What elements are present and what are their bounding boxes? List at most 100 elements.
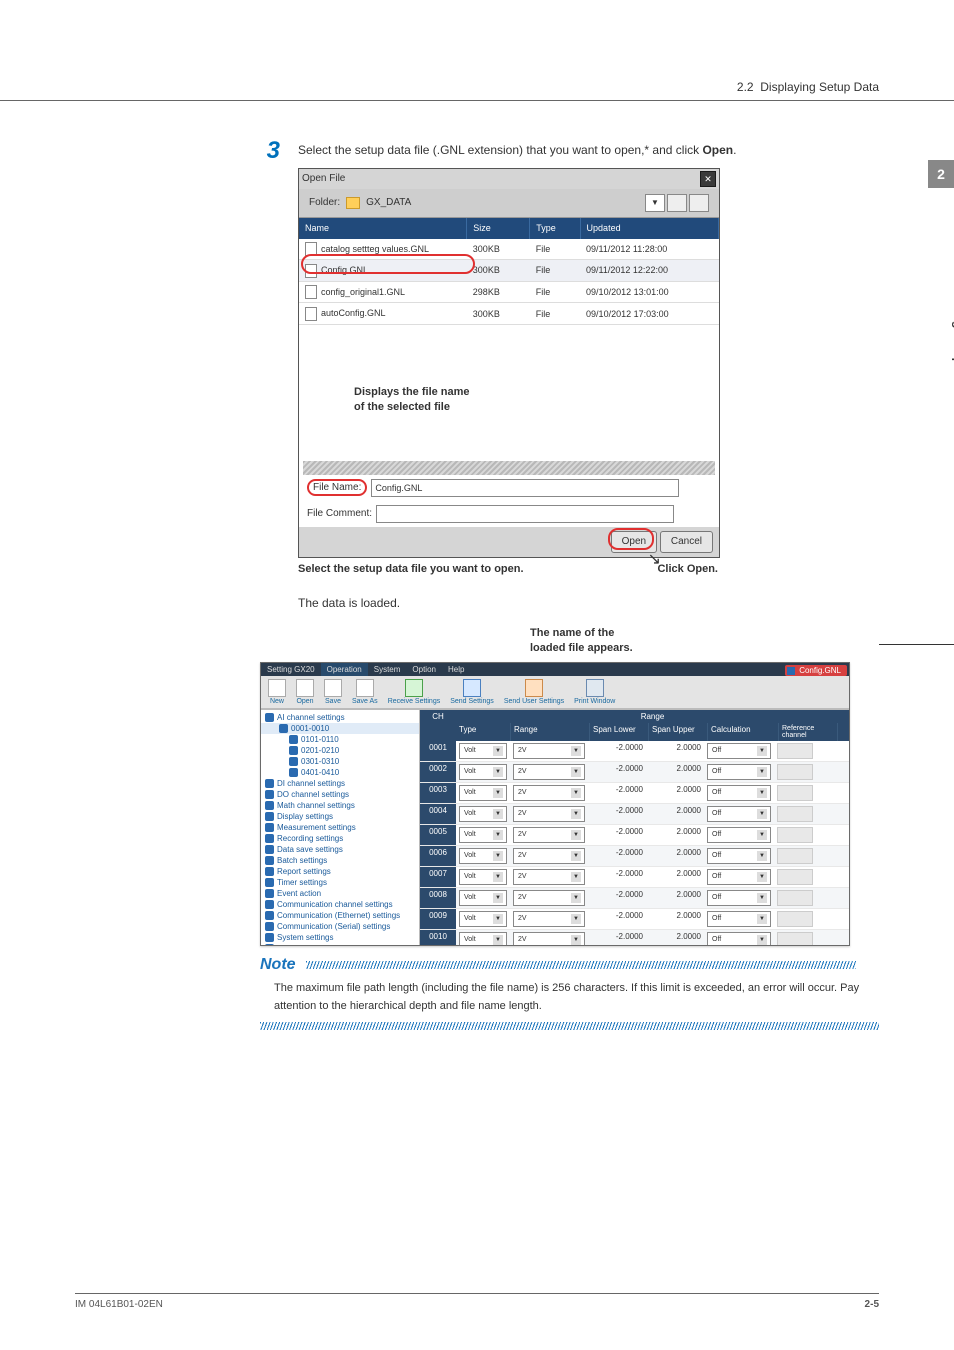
combo-box[interactable]: Volt▼ — [459, 869, 507, 885]
cell-type[interactable]: Volt▼ — [456, 741, 510, 761]
chevron-down-icon[interactable]: ▼ — [757, 893, 767, 903]
tree-node[interactable]: Timer settings — [261, 877, 419, 888]
cell-span-upper[interactable]: 2.0000 — [646, 888, 704, 908]
grid-row[interactable]: 0001Volt▼2V▼-2.00002.0000Off▼ — [420, 741, 849, 762]
tree-node[interactable]: DO channel settings — [261, 789, 419, 800]
chevron-down-icon[interactable]: ▼ — [571, 851, 581, 861]
tree-node[interactable]: Security settings — [261, 943, 419, 945]
chevron-down-icon[interactable]: ▼ — [493, 893, 503, 903]
tree-node[interactable]: 0001-0010 — [261, 723, 419, 734]
combo-box[interactable]: Volt▼ — [459, 890, 507, 906]
grid-row[interactable]: 0002Volt▼2V▼-2.00002.0000Off▼ — [420, 762, 849, 783]
col-updated[interactable]: Updated — [580, 218, 718, 238]
cell-span-upper[interactable]: 2.0000 — [646, 867, 704, 887]
settings-tree[interactable]: AI channel settings0001-00100101-0110020… — [261, 710, 420, 945]
chevron-down-icon[interactable]: ▼ — [757, 809, 767, 819]
grid-row[interactable]: 0009Volt▼2V▼-2.00002.0000Off▼ — [420, 909, 849, 930]
chevron-down-icon[interactable]: ▼ — [757, 788, 767, 798]
chevron-down-icon[interactable]: ▼ — [493, 830, 503, 840]
tree-node[interactable]: AI channel settings — [261, 712, 419, 723]
toolbar-item[interactable]: Open — [291, 679, 319, 705]
tree-node[interactable]: Recording settings — [261, 833, 419, 844]
chevron-down-icon[interactable]: ▼ — [493, 788, 503, 798]
cell-calc[interactable]: Off▼ — [704, 804, 774, 824]
col-name[interactable]: Name — [299, 218, 467, 238]
chevron-down-icon[interactable]: ▼ — [571, 809, 581, 819]
nav-new-folder-icon[interactable] — [689, 194, 709, 212]
cell-ref[interactable] — [774, 783, 832, 803]
file-row[interactable]: Config.GNL300KBFile09/11/2012 12:22:00 — [299, 260, 719, 282]
chevron-down-icon[interactable]: ▼ — [493, 809, 503, 819]
tree-node[interactable]: Communication (Ethernet) settings — [261, 910, 419, 921]
grid-row[interactable]: 0007Volt▼2V▼-2.00002.0000Off▼ — [420, 867, 849, 888]
cell-span-upper[interactable]: 2.0000 — [646, 762, 704, 782]
cell-type[interactable]: Volt▼ — [456, 846, 510, 866]
cell-calc[interactable]: Off▼ — [704, 867, 774, 887]
combo-box[interactable]: Volt▼ — [459, 785, 507, 801]
toolbar-item[interactable]: Print Window — [569, 679, 620, 705]
cell-calc[interactable]: Off▼ — [704, 888, 774, 908]
chevron-down-icon[interactable]: ▼ — [757, 935, 767, 945]
combo-box[interactable]: Off▼ — [707, 890, 771, 906]
cell-span-upper[interactable]: 2.0000 — [646, 846, 704, 866]
combo-box[interactable]: Off▼ — [707, 764, 771, 780]
chevron-down-icon[interactable]: ▼ — [757, 746, 767, 756]
cell-span-upper[interactable]: 2.0000 — [646, 741, 704, 761]
combo-box[interactable]: 2V▼ — [513, 806, 585, 822]
cell-calc[interactable]: Off▼ — [704, 825, 774, 845]
combo-box[interactable]: Off▼ — [707, 869, 771, 885]
cell-ref[interactable] — [774, 804, 832, 824]
cell-span-lower[interactable]: -2.0000 — [588, 888, 646, 908]
combo-box[interactable]: Volt▼ — [459, 827, 507, 843]
cell-type[interactable]: Volt▼ — [456, 930, 510, 945]
combo-box[interactable]: Volt▼ — [459, 848, 507, 864]
combo-box[interactable]: 2V▼ — [513, 827, 585, 843]
toolbar-item[interactable]: Send User Settings — [499, 679, 569, 705]
combo-box[interactable]: 2V▼ — [513, 869, 585, 885]
tree-node[interactable]: Math channel settings — [261, 800, 419, 811]
tree-node[interactable]: Display settings — [261, 811, 419, 822]
combo-box[interactable]: 2V▼ — [513, 743, 585, 759]
col-range[interactable]: Range — [511, 723, 590, 741]
tree-node[interactable]: DI channel settings — [261, 778, 419, 789]
col-span-lower[interactable]: Span Lower — [590, 723, 649, 741]
filename-input[interactable]: Config.GNL — [371, 479, 679, 497]
menu-item[interactable]: Option — [406, 663, 442, 676]
cell-ref[interactable] — [774, 762, 832, 782]
tree-node[interactable]: 0301-0310 — [261, 756, 419, 767]
cell-range[interactable]: 2V▼ — [510, 825, 588, 845]
col-calc[interactable]: Calculation — [708, 723, 779, 741]
grid-row[interactable]: 0004Volt▼2V▼-2.00002.0000Off▼ — [420, 804, 849, 825]
grid-row[interactable]: 0003Volt▼2V▼-2.00002.0000Off▼ — [420, 783, 849, 804]
combo-box[interactable]: 2V▼ — [513, 932, 585, 945]
col-span-upper[interactable]: Span Upper — [649, 723, 708, 741]
cell-ref[interactable] — [774, 741, 832, 761]
cell-span-lower[interactable]: -2.0000 — [588, 930, 646, 945]
cell-range[interactable]: 2V▼ — [510, 783, 588, 803]
col-ref[interactable]: Reference channel — [779, 723, 838, 741]
chevron-down-icon[interactable]: ▼ — [757, 851, 767, 861]
col-size[interactable]: Size — [467, 218, 530, 238]
cell-ref[interactable] — [774, 846, 832, 866]
chevron-down-icon[interactable]: ▼ — [493, 914, 503, 924]
combo-box[interactable]: Volt▼ — [459, 932, 507, 945]
chevron-down-icon[interactable]: ▼ — [757, 767, 767, 777]
grid-row[interactable]: 0006Volt▼2V▼-2.00002.0000Off▼ — [420, 846, 849, 867]
chevron-down-icon[interactable]: ▼ — [493, 935, 503, 945]
cell-type[interactable]: Volt▼ — [456, 762, 510, 782]
chevron-down-icon[interactable]: ▼ — [571, 830, 581, 840]
toolbar-item[interactable]: Receive Settings — [383, 679, 446, 705]
tree-node[interactable]: Communication (Serial) settings — [261, 921, 419, 932]
col-type[interactable]: Type — [456, 723, 511, 741]
combo-box[interactable]: Volt▼ — [459, 743, 507, 759]
cell-span-upper[interactable]: 2.0000 — [646, 783, 704, 803]
cell-span-upper[interactable]: 2.0000 — [646, 825, 704, 845]
toolbar-item[interactable]: New — [263, 679, 291, 705]
combo-box[interactable]: Off▼ — [707, 911, 771, 927]
cell-span-lower[interactable]: -2.0000 — [588, 846, 646, 866]
cell-span-upper[interactable]: 2.0000 — [646, 909, 704, 929]
combo-box[interactable]: 2V▼ — [513, 785, 585, 801]
cell-calc[interactable]: Off▼ — [704, 930, 774, 945]
combo-box[interactable]: Volt▼ — [459, 764, 507, 780]
cell-range[interactable]: 2V▼ — [510, 762, 588, 782]
